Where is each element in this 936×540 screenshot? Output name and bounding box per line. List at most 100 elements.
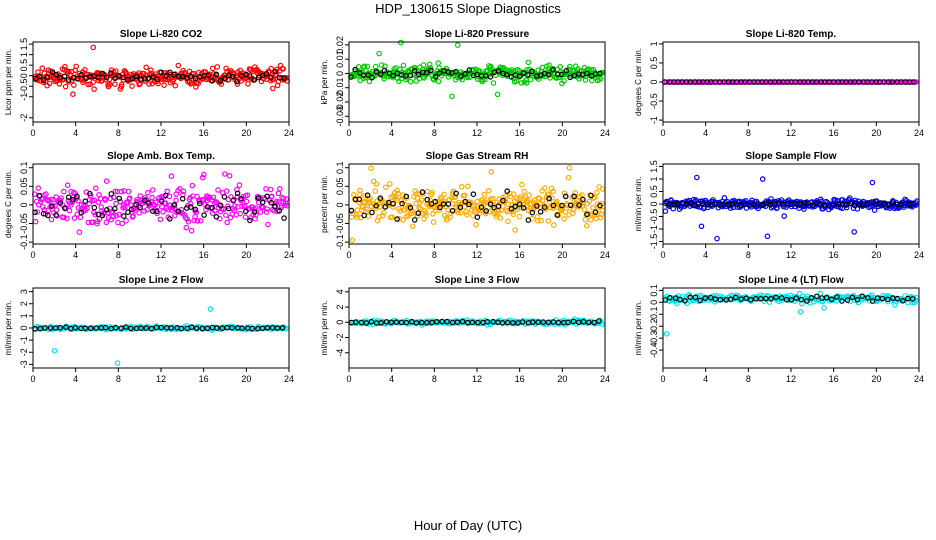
data-point: [466, 201, 472, 208]
data-point: [106, 205, 113, 212]
data-point: [194, 218, 201, 224]
data-point: [423, 212, 429, 219]
data-point: [738, 79, 745, 85]
data-point: [87, 190, 93, 197]
data-point: [217, 77, 224, 84]
data-point: [455, 209, 461, 216]
data-point: [244, 324, 250, 331]
data-point: [40, 77, 47, 84]
y-tick-label: 0.01: [335, 50, 345, 68]
data-point: [218, 81, 225, 87]
data-point: [223, 212, 229, 219]
data-point: [209, 78, 216, 84]
data-point: [584, 211, 590, 218]
data-point: [510, 211, 517, 218]
data-point: [801, 206, 807, 212]
data-point: [187, 201, 194, 207]
data-point: [869, 179, 876, 186]
data-point: [565, 319, 571, 326]
data-point: [149, 187, 156, 193]
data-point: [540, 319, 547, 325]
data-point: [361, 212, 368, 219]
data-point: [583, 222, 590, 229]
data-point: [91, 86, 97, 92]
data-point: [53, 212, 59, 218]
y-tick-label: -0.1: [649, 307, 659, 323]
data-point: [500, 197, 506, 204]
data-point: [48, 196, 54, 203]
data-point: [502, 197, 509, 203]
x-tick-label: 4: [703, 250, 708, 260]
x-tick-label: 8: [116, 250, 121, 260]
data-point: [263, 70, 270, 77]
data-point: [461, 192, 468, 199]
data-point: [242, 214, 249, 221]
data-point: [264, 324, 271, 331]
data-point: [213, 71, 220, 78]
data-point: [57, 197, 64, 204]
data-point: [136, 81, 143, 88]
data-point: [239, 203, 245, 210]
data-point: [505, 201, 512, 208]
data-point: [99, 70, 106, 77]
data-point: [121, 213, 127, 219]
data-point: [207, 306, 214, 312]
y-tick-label: -1: [19, 93, 29, 101]
data-point: [390, 201, 396, 207]
data-point: [397, 39, 404, 46]
data-point: [436, 207, 443, 213]
data-point: [464, 211, 470, 218]
y-tick-label: -0.01: [335, 77, 345, 98]
data-point: [453, 68, 459, 75]
data-point: [251, 77, 258, 83]
plot-title: Slope Li-820 CO2: [120, 29, 203, 40]
y-tick-label: 0.05: [19, 178, 29, 196]
data-point: [537, 209, 544, 215]
data-point: [361, 200, 368, 206]
data-point: [458, 183, 465, 190]
data-point: [732, 294, 739, 301]
data-point: [683, 201, 689, 208]
data-point: [243, 198, 250, 205]
data-point: [846, 195, 853, 201]
data-point: [458, 210, 464, 216]
data-point: [171, 202, 178, 208]
data-point: [478, 204, 485, 211]
y-tick-label: 0.1: [335, 161, 345, 174]
data-point: [871, 207, 878, 214]
data-point: [143, 64, 150, 71]
y-tick-label: 2: [19, 301, 29, 306]
data-point: [512, 203, 518, 210]
data-point: [487, 74, 494, 80]
data-point: [249, 325, 255, 332]
data-point: [403, 193, 410, 200]
plot-frame: [348, 287, 606, 369]
x-tick-label: 0: [346, 250, 351, 260]
plot-title: Slope Li-820 Temp.: [746, 29, 837, 40]
y-tick-label: -1.5: [649, 234, 659, 250]
data-point: [265, 221, 271, 228]
data-point: [117, 198, 124, 205]
data-point: [113, 200, 119, 207]
data-point: [209, 65, 216, 72]
data-point: [484, 318, 491, 325]
data-point: [281, 215, 287, 221]
data-point: [133, 201, 139, 208]
y-tick-label: 0: [649, 201, 659, 206]
data-point: [429, 189, 435, 196]
y-tick-label: 0: [649, 79, 659, 84]
data-point: [809, 202, 816, 209]
data-point: [913, 79, 919, 85]
data-point: [177, 186, 183, 192]
data-point: [910, 200, 917, 207]
x-tick-label: 4: [703, 128, 708, 138]
data-point: [750, 79, 757, 85]
data-point: [873, 79, 880, 85]
data-point: [354, 207, 361, 213]
data-point: [682, 297, 688, 304]
data-point: [128, 325, 134, 332]
data-point: [382, 184, 389, 191]
data-point: [199, 174, 206, 181]
data-point: [138, 325, 144, 332]
